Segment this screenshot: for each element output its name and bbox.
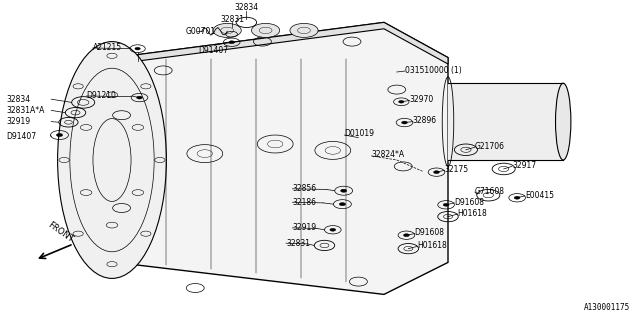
Text: 32917: 32917 xyxy=(512,161,536,170)
Text: H01618: H01618 xyxy=(417,241,447,250)
Circle shape xyxy=(56,133,63,137)
Text: 32919: 32919 xyxy=(292,223,317,232)
Circle shape xyxy=(135,47,140,50)
Text: D91210: D91210 xyxy=(86,92,116,100)
Circle shape xyxy=(514,196,520,199)
Polygon shape xyxy=(115,22,448,64)
Circle shape xyxy=(339,203,346,206)
Text: D91407: D91407 xyxy=(198,46,228,55)
Circle shape xyxy=(290,23,318,37)
Circle shape xyxy=(252,23,280,37)
Text: A130001175: A130001175 xyxy=(584,303,630,312)
Circle shape xyxy=(403,234,410,237)
Text: 32856: 32856 xyxy=(292,184,317,193)
Circle shape xyxy=(401,121,408,124)
Text: 32970: 32970 xyxy=(410,95,434,104)
Text: 32831A*A: 32831A*A xyxy=(6,106,45,115)
Text: D91608: D91608 xyxy=(454,198,484,207)
Ellipse shape xyxy=(556,83,571,160)
Text: H01618: H01618 xyxy=(458,209,487,218)
Text: D91407: D91407 xyxy=(6,132,36,141)
Text: 031510000 (1): 031510000 (1) xyxy=(405,66,462,75)
Text: D01019: D01019 xyxy=(344,129,374,138)
Polygon shape xyxy=(115,22,448,294)
Text: D91608: D91608 xyxy=(415,228,445,237)
Circle shape xyxy=(330,228,336,231)
Text: 32834: 32834 xyxy=(6,95,31,104)
Text: 32831: 32831 xyxy=(286,239,310,248)
Text: 32186: 32186 xyxy=(292,198,317,207)
Text: FRONT: FRONT xyxy=(46,220,75,244)
Circle shape xyxy=(433,171,440,174)
Text: 32175: 32175 xyxy=(445,165,469,174)
Text: G00701: G00701 xyxy=(186,28,216,36)
Text: 32896: 32896 xyxy=(413,116,437,125)
Text: 32831: 32831 xyxy=(220,15,244,24)
Text: E00415: E00415 xyxy=(525,191,554,200)
Circle shape xyxy=(213,23,241,37)
Circle shape xyxy=(228,41,235,44)
Circle shape xyxy=(443,203,449,206)
Circle shape xyxy=(340,189,347,192)
Text: A21215: A21215 xyxy=(93,44,122,52)
Text: G21706: G21706 xyxy=(475,142,505,151)
Text: G71608: G71608 xyxy=(475,187,505,196)
Ellipse shape xyxy=(58,42,166,278)
Text: 32824*A: 32824*A xyxy=(371,150,404,159)
Text: 32834: 32834 xyxy=(234,4,259,12)
Circle shape xyxy=(136,96,143,99)
Circle shape xyxy=(399,100,404,103)
Text: 32919: 32919 xyxy=(6,117,31,126)
